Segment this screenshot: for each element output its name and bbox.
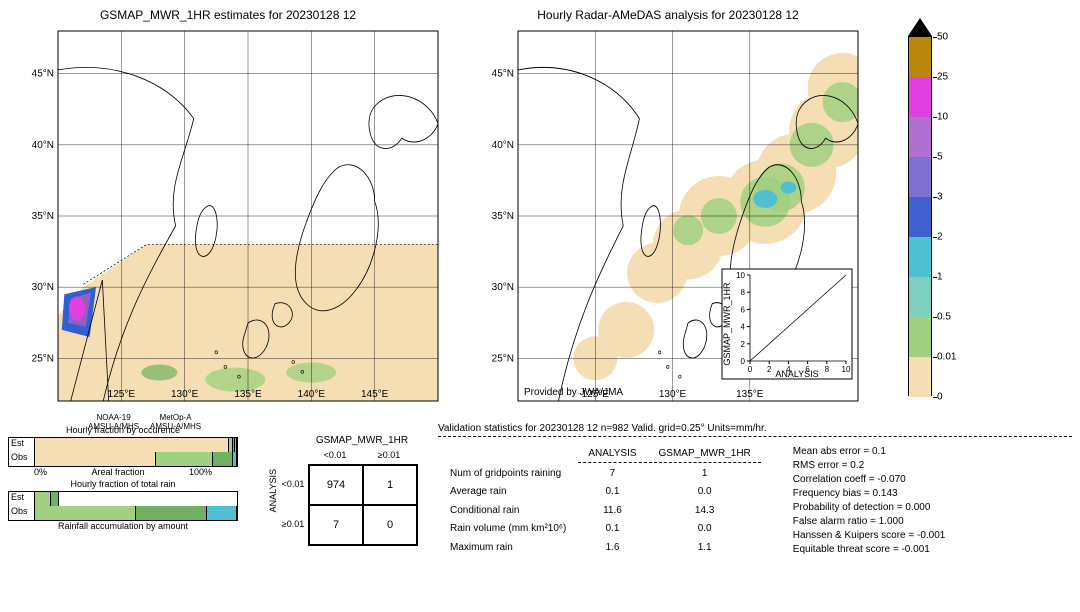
stat-row-label: Conditional rain [440,502,576,519]
colorbar-overflow-icon [908,18,932,36]
contingency-title: GSMAP_MWR_1HR [308,435,416,446]
fraction-occ-bars: EstObs [8,437,238,467]
svg-text:45°N: 45°N [32,69,54,80]
fraction-rain-bars: EstObs [8,491,238,521]
svg-text:0: 0 [748,365,753,374]
top-row: GSMAP_MWR_1HR estimates for 20230128 12 … [8,8,1072,419]
svg-text:35°N: 35°N [32,211,54,222]
stat-metric: Hanssen & Kuipers score = -0.001 [793,530,946,541]
stat-row-label: Average rain [440,483,576,500]
svg-text:25°N: 25°N [32,353,54,364]
map-right: 25°N30°N35°N40°N45°N125°E130°E135°EProvi… [468,26,868,416]
ct-cell-01: 1 [363,465,417,505]
svg-text:45°N: 45°N [492,69,514,80]
stat-metric: Probability of detection = 0.000 [793,502,946,513]
svg-text:140°E: 140°E [298,389,326,400]
svg-text:6: 6 [741,305,746,314]
svg-text:8: 8 [825,365,830,374]
map-left: 25°N 30°N 35°N 40°N 45°N 125°E 130°E 135°E 140°E… [8,26,448,416]
fraction-occ-scale: 0% Areal fraction 100% [8,467,238,477]
map-right-panel: Hourly Radar-AMeDAS analysis for 2023012… [468,8,868,419]
contingency-colhdr-1: ≥0.01 [362,446,416,464]
svg-text:35°N: 35°N [492,211,514,222]
map-left-title: GSMAP_MWR_1HR estimates for 20230128 12 [8,8,448,22]
svg-text:8: 8 [741,288,746,297]
stat-metric: Equitable threat score = -0.001 [793,544,946,555]
map-left-panel: GSMAP_MWR_1HR estimates for 20230128 12 … [8,8,448,419]
ct-cell-11: 0 [363,505,417,545]
svg-text:2: 2 [741,340,746,349]
svg-text:135°E: 135°E [234,389,262,400]
contingency-colhdr-0: <0.01 [308,446,362,464]
stat-row-label: Maximum rain [440,539,576,556]
svg-text:GSMAP_MWR_1HR: GSMAP_MWR_1HR [722,282,732,366]
stat-metric: RMS error = 0.2 [793,460,946,471]
stat-row-label: Num of gridpoints raining [440,465,576,482]
svg-text:145°E: 145°E [361,389,389,400]
colorbar: 50251053210.50.010 [908,18,932,419]
sat-label-0: NOAA-19 AMSU-A/MHS [88,414,139,432]
svg-text:40°N: 40°N [32,140,54,151]
stat-metric: Mean abs error = 0.1 [793,446,946,457]
svg-text:30°N: 30°N [32,282,54,293]
svg-text:25°N: 25°N [492,353,514,364]
svg-text:10: 10 [842,365,851,374]
svg-text:ANALYSIS: ANALYSIS [775,369,818,379]
ct-cell-00: 974 [309,465,363,505]
colorbar-scale: 50251053210.50.010 [908,36,932,396]
svg-text:2: 2 [767,365,772,374]
map-right-title: Hourly Radar-AMeDAS analysis for 2023012… [468,8,868,22]
svg-text:10: 10 [736,271,745,280]
stats-metrics: Mean abs error = 0.1 RMS error = 0.2 Corre… [793,443,946,558]
fraction-rain-title: Hourly fraction of total rain [8,479,238,489]
contingency-table: ANALYSIS GSMAP_MWR_1HR <0.01 ≥0.01 <0.01… [268,423,418,558]
bottom-row: Hourly fraction by occurence EstObs 0% A… [8,423,1072,558]
fraction-rain-scale: Rainfall accumulation by amount [8,521,238,531]
svg-text:30°N: 30°N [492,282,514,293]
stats-panel: Validation statistics for 20230128 12 n=… [438,423,1072,558]
stat-metric: False alarm ratio = 1.000 [793,516,946,527]
svg-text:130°E: 130°E [171,389,199,400]
svg-text:135°E: 135°E [736,389,764,400]
contingency-ylabel: ANALYSIS [268,469,278,512]
stats-table: ANALYSISGSMAP_MWR_1HRNum of gridpoints r… [438,443,763,558]
sat-label-1: MetOp-A AMSU-A/MHS [150,414,201,432]
stat-metric: Correlation coeff = -0.070 [793,474,946,485]
stat-row-label: Rain volume (mm km²10⁶) [440,521,576,538]
fraction-panel: Hourly fraction by occurence EstObs 0% A… [8,423,238,558]
stats-header: Validation statistics for 20230128 12 n=… [438,423,1072,434]
stat-metric: Frequency bias = 0.143 [793,488,946,499]
svg-text:4: 4 [741,323,746,332]
svg-text:Provided by JWA/JMA: Provided by JWA/JMA [524,387,623,398]
ct-cell-10: 7 [309,505,363,545]
svg-text:125°E: 125°E [108,389,136,400]
svg-text:130°E: 130°E [659,389,687,400]
svg-text:40°N: 40°N [492,140,514,151]
svg-text:0: 0 [741,357,746,366]
